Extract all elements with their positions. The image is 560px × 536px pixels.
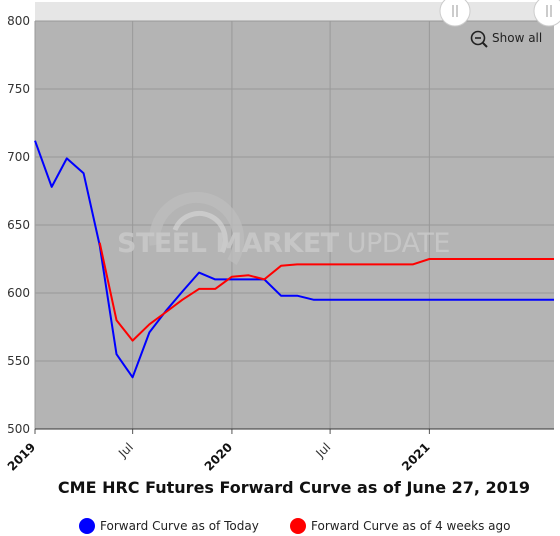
navigator-strip[interactable] [35, 2, 554, 21]
show-all-label: Show all [492, 31, 542, 45]
zoom-out-icon [470, 30, 488, 48]
y-tick-label: 650 [7, 218, 30, 232]
y-tick-label: 700 [7, 150, 30, 164]
range-handle-icon [546, 5, 552, 17]
watermark-text-bold: STEEL MARKET UPDATE [117, 228, 450, 259]
range-handle-left[interactable] [439, 0, 471, 27]
series-line-4-weeks-ago[interactable] [98, 242, 554, 342]
legend-item-4-weeks-ago[interactable]: Forward Curve as of 4 weeks ago [290, 518, 510, 534]
chart-title: CME HRC Futures Forward Curve as of June… [58, 478, 530, 497]
legend: Forward Curve as of Today Forward Curve … [79, 518, 510, 534]
x-tick-label: Jul [115, 440, 136, 461]
range-handle-right[interactable] [533, 0, 560, 27]
series-line-today[interactable] [34, 140, 554, 379]
range-handle-icon [452, 5, 458, 17]
legend-label-4-weeks-ago: Forward Curve as of 4 weeks ago [311, 519, 510, 533]
y-tick-label: 800 [7, 14, 30, 28]
legend-item-today[interactable]: Forward Curve as of Today [79, 518, 259, 534]
legend-marker-today [79, 518, 95, 534]
legend-marker-4-weeks-ago [290, 518, 306, 534]
x-tick-label: 2020 [202, 440, 236, 474]
x-tick-label: 2019 [5, 440, 39, 474]
y-tick-label: 750 [7, 82, 30, 96]
series [34, 140, 554, 379]
y-tick-label: 600 [7, 286, 30, 300]
y-tick-label: 500 [7, 422, 30, 436]
y-tick-label: 550 [7, 354, 30, 368]
show-all-button[interactable]: Show all [464, 27, 548, 49]
x-tick-label: Jul [313, 440, 334, 461]
x-tick-label: 2021 [399, 440, 433, 474]
watermark-swoosh [149, 191, 245, 265]
legend-label-today: Forward Curve as of Today [100, 519, 259, 533]
watermark: STEEL MARKET UPDATE [117, 191, 451, 265]
